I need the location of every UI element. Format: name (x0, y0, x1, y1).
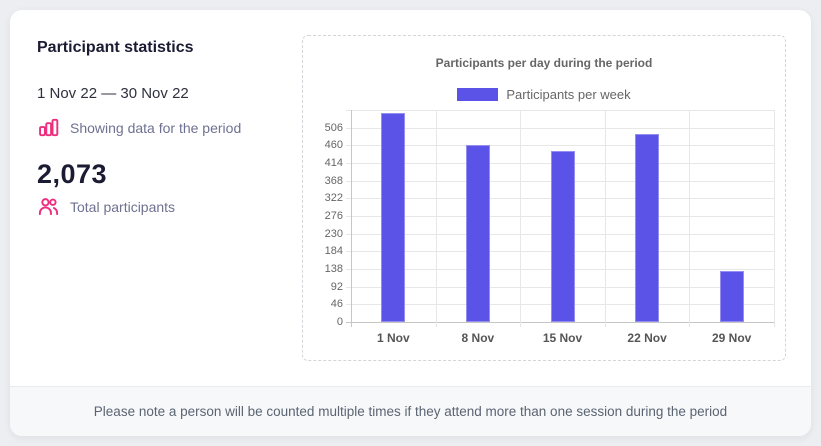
y-axis-tick-label: 92 (330, 280, 343, 293)
legend-swatch (457, 88, 499, 101)
total-participants-value: 2,073 (37, 159, 108, 189)
bar[interactable] (635, 133, 660, 322)
y-axis-tick-label: 460 (324, 139, 343, 152)
y-axis-tick-label: 230 (324, 227, 343, 240)
bar[interactable] (550, 150, 575, 322)
bar[interactable] (719, 270, 744, 322)
bar-chart-plot: 0 46 92 138 184 230 276 322 368 414 460 506 1 Nov 8 N… (303, 110, 785, 360)
date-range: 1 Nov 22 — 30 Nov 22 (37, 85, 189, 102)
x-gridline (435, 110, 437, 327)
people-icon (37, 195, 60, 218)
page-title: Participant statistics (37, 39, 194, 56)
x-axis-label: 22 Nov (627, 331, 667, 345)
bar-chart-icon (37, 116, 60, 139)
x-axis-label: 8 Nov (461, 331, 495, 345)
y-axis-tick-label: 138 (324, 263, 343, 275)
x-gridline (520, 110, 522, 327)
y-axis-tick-label: 46 (330, 298, 343, 311)
chart-panel: Participants per day during the period P… (302, 35, 786, 361)
x-axis-label: 15 Nov (542, 331, 583, 345)
y-axis-tick-label: 368 (324, 174, 343, 187)
y-gridline (346, 145, 774, 147)
y-gridline (346, 322, 774, 323)
y-axis-tick-label: 276 (324, 210, 343, 222)
chart-title: Participants per day during the period (435, 56, 653, 70)
period-label: Showing data for the period (70, 119, 242, 136)
x-gridline (774, 110, 775, 327)
x-axis-label: 1 Nov (376, 331, 410, 345)
bar[interactable] (381, 113, 406, 322)
y-axis-tick-label: 414 (324, 157, 343, 169)
bar[interactable] (465, 145, 490, 322)
y-axis-tick-label: 184 (324, 245, 343, 258)
x-gridline (689, 110, 691, 327)
participant-statistics-card: Participant statistics 1 Nov 22 — 30 Nov… (10, 10, 811, 436)
y-gridline (346, 127, 774, 129)
footer-note: Please note a person will be counted mul… (10, 386, 811, 436)
legend-label: Participants per week (506, 87, 631, 102)
y-axis-tick-label: 0 (336, 316, 343, 328)
y-axis-tick-label: 322 (324, 192, 343, 205)
period-row: Showing data for the period (37, 116, 292, 139)
legend-item[interactable]: Participants per week (303, 87, 785, 102)
stats-summary-panel: Participant statistics 1 Nov 22 — 30 Nov… (37, 38, 292, 218)
y-gridline (346, 110, 774, 111)
x-gridline (604, 110, 606, 327)
x-gridline (351, 110, 352, 327)
x-axis-label: 29 Nov (712, 331, 752, 345)
y-axis-tick-label: 506 (324, 121, 343, 134)
total-participants-label: Total participants (70, 198, 176, 215)
total-row: Total participants (37, 195, 292, 218)
